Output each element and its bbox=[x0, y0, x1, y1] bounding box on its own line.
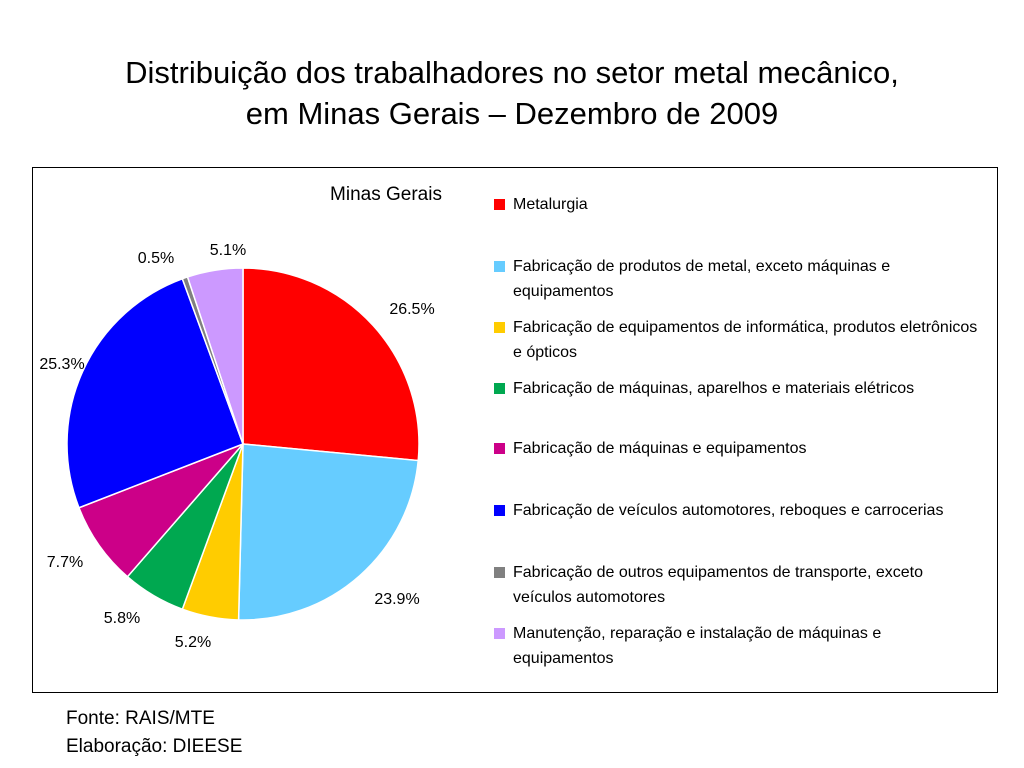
legend-item-manutencao: Manutenção, reparação e instalação de má… bbox=[494, 621, 984, 671]
legend-label: Fabricação de máquinas, aparelhos e mate… bbox=[513, 380, 915, 397]
data-label-veiculos: 25.3% bbox=[39, 356, 84, 373]
pie-slice-metalurgia bbox=[242, 267, 420, 462]
legend-label: Fabricação de equipamentos de informátic… bbox=[513, 319, 978, 361]
data-label-materiais-eletricos: 5.8% bbox=[104, 610, 140, 627]
pie-labels: 26.5% 23.9% 5.2% 5.8% 7.7% 25.3% 0.5% 5.… bbox=[39, 242, 434, 651]
chart-title: Minas Gerais bbox=[330, 184, 442, 205]
slide-title: Distribuição dos trabalhadores no setor … bbox=[0, 52, 1024, 134]
data-label-informatica: 5.2% bbox=[175, 634, 211, 651]
legend-label: Metalurgia bbox=[513, 196, 588, 213]
pie-slices bbox=[66, 267, 420, 621]
legend-swatch bbox=[494, 322, 505, 333]
data-label-maquinas-equipamentos: 7.7% bbox=[47, 554, 83, 571]
chart-frame bbox=[32, 167, 998, 693]
slide-title-line-2: em Minas Gerais – Dezembro de 2009 bbox=[245, 96, 779, 131]
data-label-manutencao: 5.1% bbox=[210, 242, 246, 259]
legend-label: Manutenção, reparação e instalação de má… bbox=[513, 625, 882, 667]
legend-swatch bbox=[494, 383, 505, 394]
pie-slice-manutencao bbox=[186, 267, 244, 445]
data-label-outros-transporte: 0.5% bbox=[138, 250, 174, 267]
pie-slice-veiculos bbox=[66, 277, 244, 509]
data-label-produtos-metal: 23.9% bbox=[374, 591, 419, 608]
data-label-metalurgia: 26.5% bbox=[389, 301, 434, 318]
legend-item-outros-transporte: Fabricação de outros equipamentos de tra… bbox=[494, 560, 984, 610]
legend-swatch bbox=[494, 628, 505, 639]
legend-item-produtos-metal: Fabricação de produtos de metal, exceto … bbox=[494, 254, 984, 304]
legend-swatch bbox=[494, 567, 505, 578]
footer-elaboration: Elaboração: DIEESE bbox=[66, 736, 243, 757]
legend-swatch bbox=[494, 505, 505, 516]
legend-item-metalurgia: Metalurgia bbox=[494, 192, 984, 217]
footer-source: Fonte: RAIS/MTE bbox=[66, 708, 215, 729]
legend-label: Fabricação de outros equipamentos de tra… bbox=[513, 564, 924, 606]
legend-swatch bbox=[494, 443, 505, 454]
legend-item-maquinas-equipamentos: Fabricação de máquinas e equipamentos bbox=[494, 436, 984, 461]
legend-item-veiculos: Fabricação de veículos automotores, rebo… bbox=[494, 498, 984, 523]
legend-label: Fabricação de máquinas e equipamentos bbox=[513, 440, 807, 457]
legend-label: Fabricação de produtos de metal, exceto … bbox=[513, 258, 891, 300]
legend-swatch bbox=[494, 261, 505, 272]
legend-item-informatica: Fabricação de equipamentos de informátic… bbox=[494, 315, 984, 365]
legend-swatch bbox=[494, 199, 505, 210]
slide-title-line-1: Distribuição dos trabalhadores no setor … bbox=[125, 55, 899, 90]
legend-item-materiais-eletricos: Fabricação de máquinas, aparelhos e mate… bbox=[494, 376, 984, 401]
legend-label: Fabricação de veículos automotores, rebo… bbox=[513, 502, 944, 519]
pie-slice-produtos-metal bbox=[237, 443, 420, 621]
footer: Fonte: RAIS/MTE Elaboração: DIEESE bbox=[66, 705, 242, 761]
